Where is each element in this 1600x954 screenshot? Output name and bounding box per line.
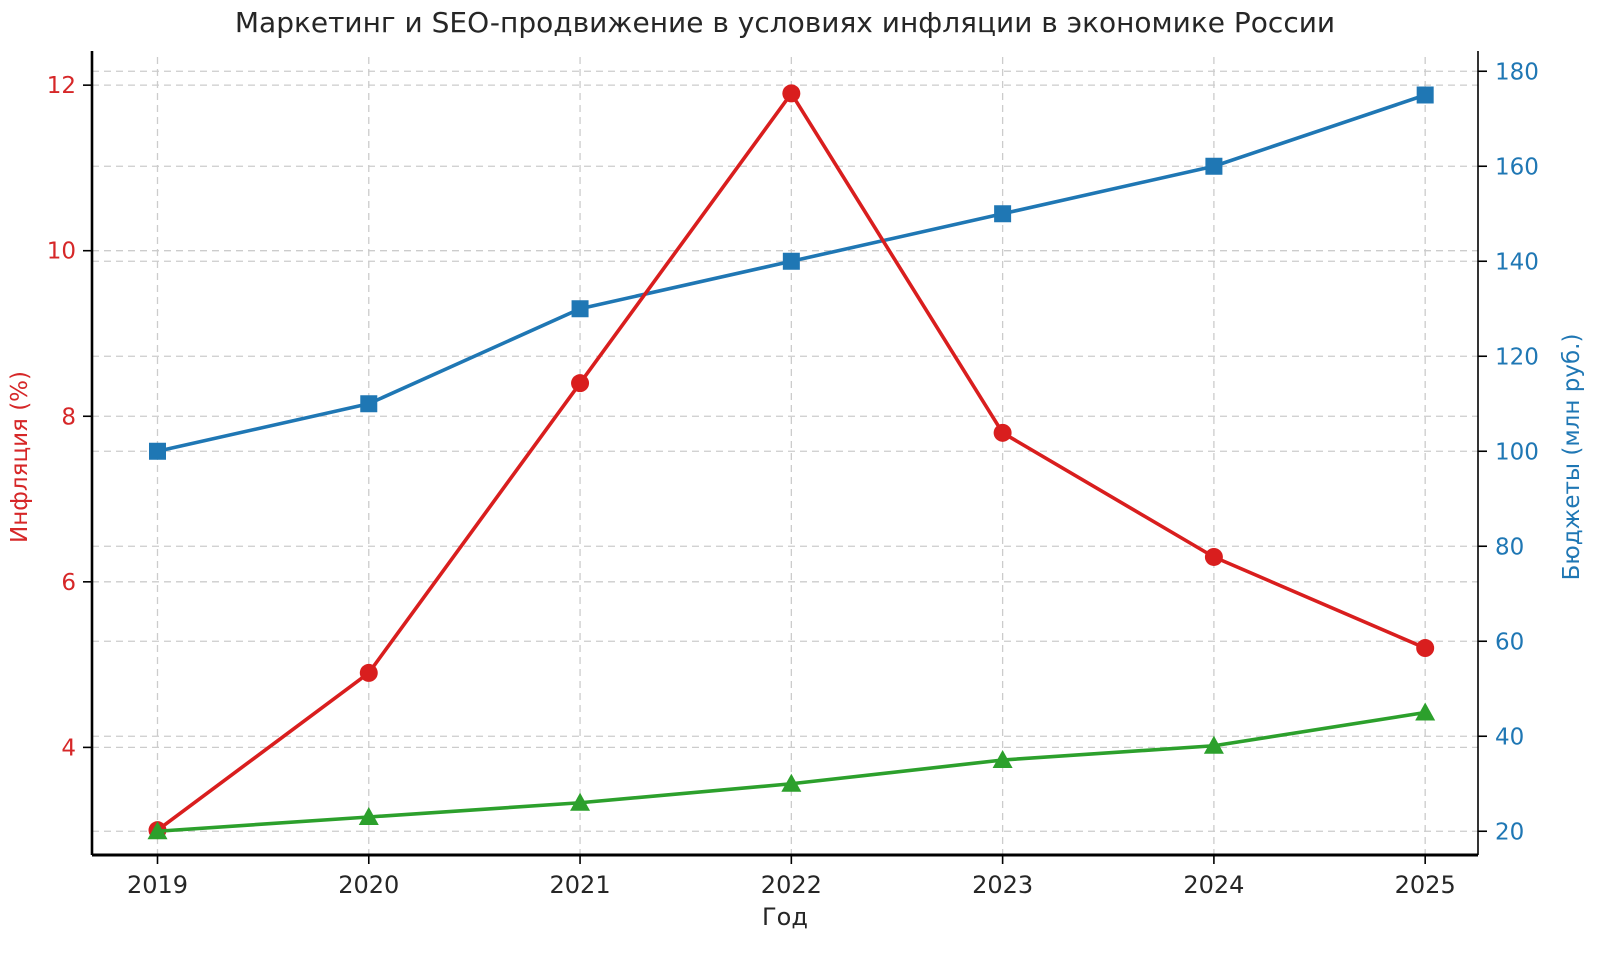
tick-label: 180 — [1495, 59, 1539, 85]
tick-label: 2021 — [550, 871, 611, 899]
tick-label: 20 — [1495, 819, 1524, 845]
data-point-square — [1416, 86, 1434, 104]
data-point-circle — [1204, 547, 1223, 566]
tick-label: 6 — [61, 570, 76, 596]
data-point-square — [1205, 157, 1223, 175]
chart-title: Маркетинг и SEO-продвижение в условиях и… — [234, 6, 1336, 39]
series-inflation-red-circles — [148, 84, 1435, 840]
tick-label: 100 — [1495, 439, 1539, 465]
tick-label: 40 — [1495, 724, 1524, 750]
data-point-circle — [359, 663, 378, 682]
y-axis-left: 4 6 8 10 12 — [47, 73, 92, 761]
tick-label: 80 — [1495, 534, 1524, 560]
axes-spines — [90, 51, 1479, 857]
y-axis-label-right: Бюджеты (млн руб.) — [1559, 333, 1585, 581]
data-point-triangle — [147, 821, 168, 840]
gridlines — [92, 57, 1478, 855]
data-point-triangle — [570, 792, 591, 811]
y-axis-label-left: Инфляция (%) — [7, 371, 33, 543]
tick-label: 160 — [1495, 154, 1539, 180]
tick-label: 12 — [47, 73, 76, 99]
data-point-triangle — [781, 773, 802, 792]
x-axis: 2019 2020 2021 2022 2023 2024 2025 — [127, 855, 1456, 899]
tick-label: 2022 — [761, 871, 822, 899]
data-point-square — [148, 442, 166, 460]
tick-label: 120 — [1495, 344, 1539, 370]
tick-label: 140 — [1495, 249, 1539, 275]
data-point-circle — [782, 84, 801, 103]
series-green-triangles — [147, 702, 1436, 840]
data-point-square — [994, 205, 1012, 223]
data-point-circle — [1416, 639, 1435, 658]
tick-label: 2025 — [1395, 871, 1456, 899]
data-point-circle — [993, 423, 1012, 442]
data-point-triangle — [1203, 735, 1224, 754]
data-point-triangle — [358, 807, 379, 825]
data-point-square — [782, 252, 800, 270]
x-axis-label: Год — [762, 903, 808, 931]
data-point-circle — [571, 374, 590, 393]
data-point-triangle — [1415, 702, 1436, 721]
tick-label: 4 — [61, 735, 76, 761]
series-budgets-blue-squares — [148, 86, 1434, 460]
y-axis-right: 20 40 60 80 100 120 140 160 180 — [1478, 59, 1539, 845]
tick-label: 10 — [47, 239, 76, 265]
data-point-triangle — [992, 750, 1013, 768]
data-point-square — [571, 300, 589, 318]
tick-label: 2023 — [972, 871, 1033, 899]
data-point-square — [360, 395, 378, 413]
tick-label: 60 — [1495, 629, 1524, 655]
tick-label: 2024 — [1183, 871, 1244, 899]
tick-label: 2019 — [127, 871, 188, 899]
tick-label: 2020 — [338, 871, 399, 899]
tick-label: 8 — [61, 404, 76, 430]
